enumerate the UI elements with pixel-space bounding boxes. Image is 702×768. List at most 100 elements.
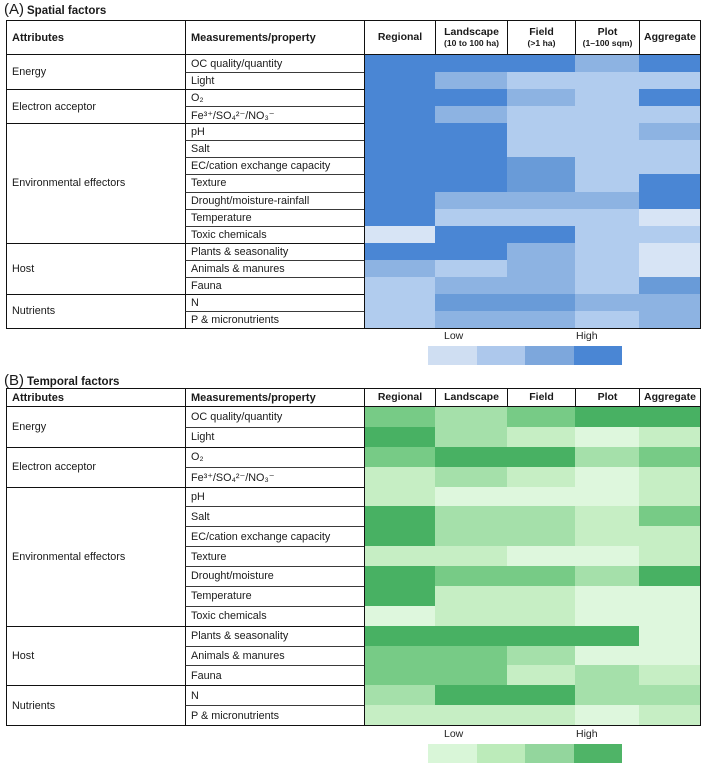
heat-cell (575, 276, 639, 294)
scale-column-label: Field (529, 26, 554, 38)
heat-cell (639, 506, 700, 527)
heat-cell (507, 157, 575, 175)
scale-column-header: Field (>1 ha) (507, 21, 575, 55)
heat-cell (639, 293, 700, 311)
scale-column-sublabel: (10 to 100 ha) (444, 37, 499, 48)
heat-cell (639, 106, 700, 124)
heat-cell (364, 106, 435, 124)
legend-swatch (476, 346, 525, 365)
heat-cell (507, 310, 575, 328)
heat-cell (639, 140, 700, 158)
heat-cell (435, 89, 507, 107)
attribute-group-cell: Electron acceptor (7, 446, 185, 487)
panel-b-title: (B) Temporal factors (4, 372, 119, 389)
heat-cell (639, 605, 700, 626)
heat-cell (364, 705, 435, 725)
heat-cell (575, 140, 639, 158)
heat-cell (364, 191, 435, 209)
heat-cell (507, 191, 575, 209)
heat-cell (364, 605, 435, 626)
measurement-cell: Salt (185, 140, 364, 158)
heat-cell (507, 585, 575, 606)
attribute-group-cell: Nutrients (7, 685, 185, 725)
heat-cell (575, 293, 639, 311)
heat-cell (364, 566, 435, 586)
heat-cell (364, 585, 435, 606)
heat-cell (639, 625, 700, 646)
heat-cell (507, 276, 575, 294)
heat-cell (639, 208, 700, 226)
heat-cell (639, 191, 700, 209)
heat-cell (364, 446, 435, 467)
spatial-legend: Low High (428, 330, 622, 365)
heat-cell (435, 157, 507, 175)
heat-cell (435, 259, 507, 277)
panel-a-label: (A) (4, 1, 24, 18)
heat-cell (435, 242, 507, 260)
legend-swatch (428, 346, 477, 365)
heat-cell (435, 72, 507, 90)
heat-cell (435, 506, 507, 527)
scale-column-sublabel: (1–100 sqm) (582, 37, 633, 48)
attribute-group-cell: Energy (12, 420, 47, 433)
heat-cell (507, 140, 575, 158)
heat-cell (639, 665, 700, 686)
heat-cell (507, 208, 575, 226)
heat-cell (507, 426, 575, 447)
legend-swatch (525, 346, 574, 365)
heat-cell (364, 665, 435, 686)
measurement-cell: Animals & manures (185, 645, 364, 666)
heat-cell (575, 242, 639, 260)
measurement-cell: pH (185, 486, 364, 507)
heat-cell (639, 242, 700, 260)
heat-cell (575, 407, 639, 427)
heat-cell (575, 685, 639, 706)
heat-cell (364, 225, 435, 243)
heat-cell (639, 566, 700, 586)
heat-cell (507, 486, 575, 507)
heat-cell (639, 55, 700, 73)
heat-cell (364, 259, 435, 277)
attributes-header-cell: Attributes (7, 389, 185, 407)
heat-cell (507, 242, 575, 260)
heat-cell (435, 407, 507, 427)
legend-high-label: High (576, 330, 598, 342)
heat-cell (435, 55, 507, 73)
heat-cell (575, 585, 639, 606)
measurement-cell: Fe³⁺/SO₄²⁻/NO₃⁻ (185, 106, 364, 124)
heat-cell (575, 191, 639, 209)
heat-cell (364, 72, 435, 90)
measurement-cell: P & micronutrients (185, 705, 364, 725)
heat-cell (435, 526, 507, 547)
scale-column-sublabel: (>1 ha) (527, 37, 556, 48)
measurement-cell: pH (185, 123, 364, 141)
heat-cell (435, 174, 507, 192)
measurement-cell: Temperature (185, 585, 364, 606)
heat-cell (507, 605, 575, 626)
heat-cell (435, 225, 507, 243)
heat-cell (435, 665, 507, 686)
scale-column-label: Landscape (444, 390, 499, 403)
heat-cell (575, 566, 639, 586)
heat-cell (507, 665, 575, 686)
spatial-heatmap-table: Attributes Measurements/property Regional L… (6, 20, 701, 329)
heat-cell (435, 446, 507, 467)
measurement-cell: N (185, 685, 364, 706)
heat-cell (507, 259, 575, 277)
heat-cell (507, 566, 575, 586)
heat-cell (364, 486, 435, 507)
panel-b-title-text: Temporal factors (27, 376, 120, 388)
temporal-legend: Low High (428, 728, 622, 763)
scale-column-header: Regional (364, 389, 435, 407)
heat-cell (639, 446, 700, 467)
heat-cell (639, 407, 700, 427)
measurement-cell: Temperature (185, 208, 364, 226)
heat-cell (435, 293, 507, 311)
heat-cell (575, 665, 639, 686)
heat-cell (507, 89, 575, 107)
heat-cell (575, 259, 639, 277)
heat-cell (575, 310, 639, 328)
scale-column-header: Field (507, 389, 575, 407)
heat-cell (575, 645, 639, 666)
heat-cell (639, 123, 700, 141)
